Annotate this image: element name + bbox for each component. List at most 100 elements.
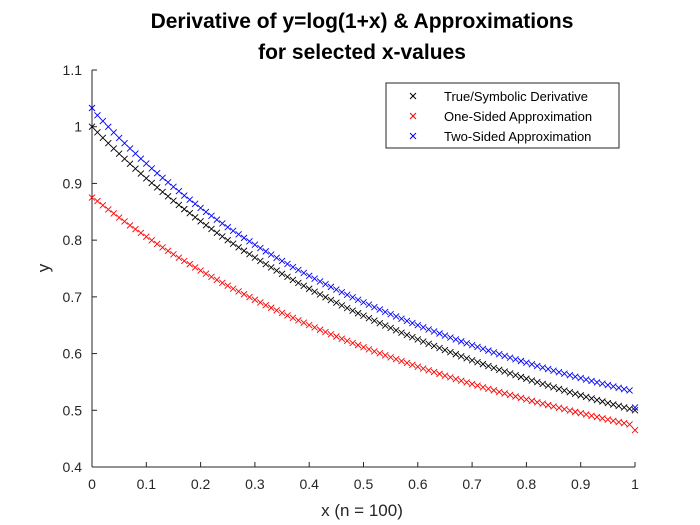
- data-point: [322, 293, 329, 301]
- data-point: [349, 293, 356, 301]
- data-point: [533, 362, 541, 370]
- data-point: [425, 326, 432, 333]
- data-point: [539, 380, 547, 388]
- x-tick-label: 0.3: [245, 476, 265, 492]
- data-point: [115, 150, 123, 158]
- data-point: [316, 291, 324, 298]
- data-point: [376, 349, 384, 357]
- data-point: [626, 387, 633, 394]
- data-point: [414, 321, 422, 329]
- x-tick-label: 0.5: [354, 476, 374, 492]
- data-point: [235, 231, 242, 238]
- x-tick-label: 1: [631, 476, 639, 492]
- data-point: [273, 267, 280, 274]
- data-point: [447, 348, 454, 356]
- data-point: [561, 405, 568, 413]
- data-point: [512, 371, 519, 379]
- data-point: [571, 390, 579, 398]
- data-point: [555, 385, 563, 393]
- legend-marker: [409, 132, 417, 140]
- data-point: [267, 264, 275, 271]
- data-point: [251, 254, 259, 261]
- data-point: [533, 378, 541, 386]
- y-axis-label: y: [34, 263, 53, 272]
- data-point: [121, 139, 128, 147]
- data-point: [305, 285, 313, 293]
- data-point: [561, 387, 568, 394]
- data-point: [115, 134, 123, 142]
- data-point: [457, 377, 465, 385]
- data-point: [110, 145, 118, 152]
- data-point: [104, 206, 112, 213]
- data-point: [457, 352, 465, 360]
- data-point: [115, 214, 123, 221]
- data-point: [620, 419, 628, 427]
- data-point: [300, 282, 308, 290]
- data-point: [186, 209, 194, 217]
- plot-axes: 0 0.1 0.2 0.3 0.4 0.5 0.6 0.7 0.8 0.9 1 0.4 0.5 0.6 0.…: [63, 62, 640, 492]
- data-point: [631, 404, 639, 411]
- y-tick-label: 1.1: [63, 62, 83, 78]
- data-point: [425, 340, 432, 348]
- x-tick-label: 0.9: [571, 476, 591, 492]
- data-point: [555, 368, 563, 376]
- data-point: [343, 337, 351, 345]
- x-tick-label: 0.8: [517, 476, 537, 492]
- data-point: [517, 394, 525, 402]
- series-3-markers: [88, 104, 639, 411]
- data-point: [262, 248, 270, 255]
- data-point: [164, 179, 172, 186]
- data-point: [528, 360, 536, 368]
- data-point: [333, 333, 340, 340]
- data-point: [94, 111, 101, 119]
- data-point: [284, 312, 291, 319]
- chart-legend: True/Symbolic Derivative One-Sided Approx…: [385, 82, 620, 149]
- data-point: [403, 359, 411, 367]
- data-point: [452, 375, 460, 383]
- data-point: [327, 283, 335, 291]
- data-point: [257, 257, 264, 265]
- data-point: [219, 233, 226, 240]
- data-point: [392, 313, 400, 320]
- data-point: [550, 383, 557, 391]
- data-point: [398, 315, 405, 323]
- data-point: [447, 334, 454, 341]
- data-point: [588, 377, 595, 385]
- data-point: [197, 217, 204, 225]
- data-point: [609, 417, 617, 425]
- data-point: [566, 371, 574, 379]
- data-point: [224, 236, 232, 244]
- data-point: [164, 193, 172, 200]
- data-point: [474, 382, 481, 389]
- data-point: [235, 288, 242, 295]
- y-tick-label: 1: [74, 119, 82, 135]
- x-tick-label: 0.6: [408, 476, 428, 492]
- data-point: [219, 220, 226, 227]
- y-tick-label: 0.9: [63, 175, 83, 191]
- data-point: [365, 301, 373, 309]
- data-point: [284, 260, 291, 268]
- data-point: [360, 312, 367, 320]
- data-point: [257, 299, 264, 306]
- data-point: [213, 276, 221, 284]
- data-point: [409, 319, 416, 327]
- data-point: [148, 165, 156, 172]
- data-point: [495, 366, 503, 374]
- data-point: [430, 368, 438, 376]
- data-point: [365, 314, 373, 322]
- data-point: [300, 319, 308, 327]
- data-point: [490, 349, 498, 356]
- data-point: [137, 155, 145, 162]
- data-point: [631, 426, 639, 434]
- data-point: [316, 278, 324, 285]
- data-point: [441, 332, 449, 339]
- data-point: [229, 285, 237, 292]
- data-point: [305, 272, 313, 280]
- data-point: [137, 229, 145, 237]
- data-point: [289, 276, 297, 284]
- data-point: [137, 170, 145, 177]
- data-point: [588, 395, 595, 402]
- data-point: [626, 421, 633, 428]
- data-point: [468, 380, 476, 388]
